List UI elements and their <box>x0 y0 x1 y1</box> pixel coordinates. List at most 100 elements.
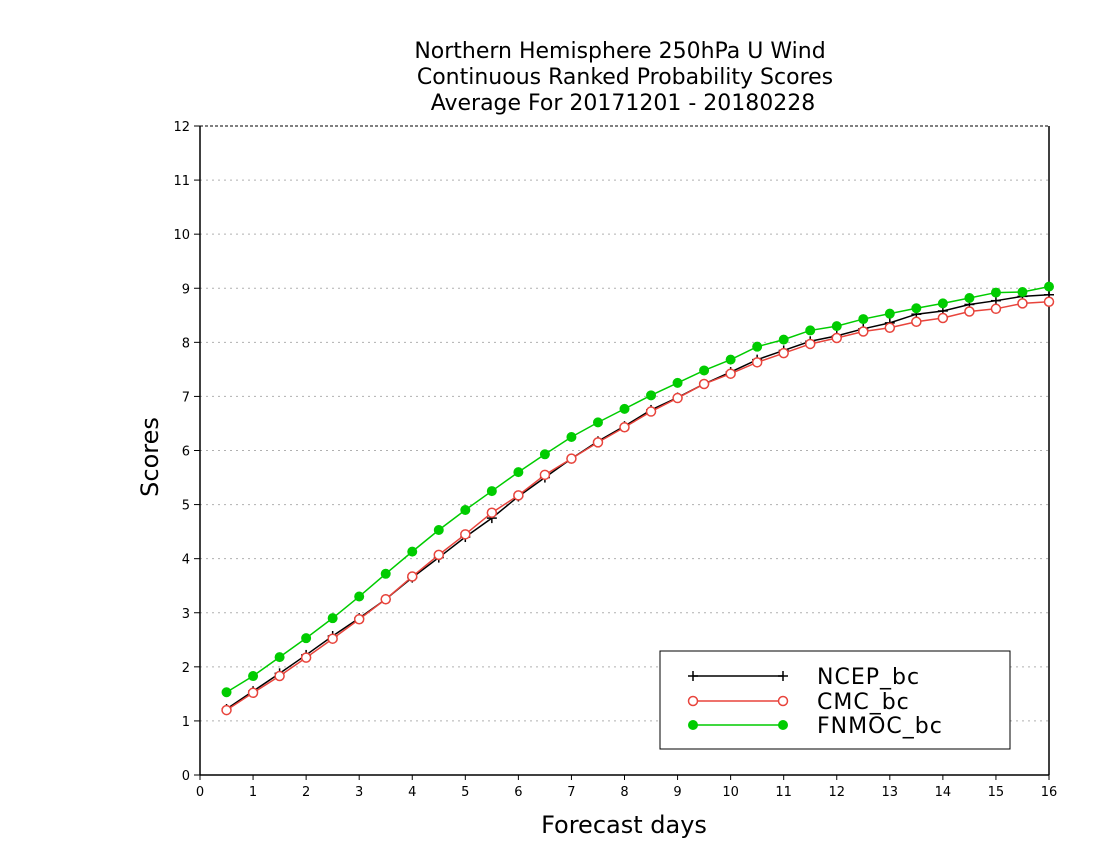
data-point <box>646 390 657 401</box>
data-point <box>513 490 524 501</box>
series-line <box>226 301 1050 711</box>
data-point <box>566 453 577 464</box>
data-point <box>407 546 418 557</box>
data-point <box>725 354 736 365</box>
x-tick-label: 9 <box>673 785 681 800</box>
data-point <box>858 326 869 337</box>
data-point <box>486 507 498 518</box>
chart-title-line-2: Continuous Ranked Probability Scores <box>417 65 833 90</box>
data-point <box>460 529 471 540</box>
legend-marker <box>778 671 788 681</box>
x-tick-label: 3 <box>355 785 363 800</box>
data-point <box>672 377 683 388</box>
y-tick-label: 0 <box>182 769 190 784</box>
x-tick-label: 0 <box>196 785 204 800</box>
x-axis-label: Forecast days <box>541 811 707 839</box>
data-point <box>884 322 896 333</box>
data-point <box>964 292 975 303</box>
legend-label: NCEP_bc <box>817 665 920 690</box>
data-point <box>804 338 816 350</box>
legend-marker <box>687 695 699 707</box>
data-point <box>407 571 418 582</box>
x-tick-label: 10 <box>722 785 739 800</box>
data-point <box>274 652 285 663</box>
x-tick-label: 2 <box>302 785 310 800</box>
data-point <box>831 332 842 344</box>
data-point <box>645 406 657 417</box>
data-point <box>539 469 551 481</box>
data-point <box>460 504 471 515</box>
data-point <box>725 368 736 379</box>
y-tick-label: 5 <box>182 499 190 514</box>
data-point <box>937 298 948 309</box>
data-point <box>805 325 816 336</box>
data-point <box>1017 298 1028 309</box>
y-tick-label: 6 <box>182 445 190 460</box>
x-tick-label: 12 <box>828 785 845 800</box>
series-line <box>226 293 1050 710</box>
data-point <box>911 316 922 328</box>
legend-marker <box>688 671 698 681</box>
y-tick-label: 1 <box>182 715 190 730</box>
data-point <box>592 437 604 448</box>
data-point <box>327 633 338 644</box>
data-point <box>247 687 259 699</box>
data-point <box>433 525 444 536</box>
legend-marker <box>688 720 698 730</box>
y-axis-label: Scores <box>136 417 164 497</box>
legend-item: FNMOC_bc <box>688 714 943 739</box>
legend-marker <box>778 720 788 730</box>
series-CMC_bc <box>221 296 1055 716</box>
chart-title-line-3: Average For 20171201 - 20180228 <box>431 91 816 116</box>
data-point <box>566 431 577 442</box>
data-point <box>539 449 550 460</box>
data-point <box>300 652 312 663</box>
series-NCEP_bc <box>221 289 1054 715</box>
x-tick-label: 5 <box>461 785 469 800</box>
legend-marker <box>777 695 789 707</box>
data-point <box>858 314 869 325</box>
data-point <box>699 365 710 376</box>
chart-title-line-1: Northern Hemisphere 250hPa U Wind <box>414 39 825 64</box>
data-point <box>248 671 259 682</box>
data-point <box>327 613 338 624</box>
data-point <box>937 312 949 324</box>
data-point <box>380 568 391 579</box>
legend-label: CMC_bc <box>817 690 910 715</box>
data-point <box>1044 281 1054 292</box>
legend-label: FNMOC_bc <box>817 714 943 739</box>
data-point <box>1017 287 1028 298</box>
data-point <box>778 334 789 345</box>
x-tick-label: 13 <box>882 785 899 800</box>
data-point <box>698 378 710 390</box>
y-tick-label: 11 <box>173 174 190 189</box>
data-point <box>380 593 391 605</box>
data-point <box>1043 296 1055 308</box>
y-tick-label: 4 <box>182 553 190 568</box>
data-point <box>221 704 232 716</box>
data-point <box>752 341 763 352</box>
x-tick-label: 1 <box>249 785 257 800</box>
data-point <box>486 486 497 497</box>
y-tick-label: 10 <box>173 228 190 243</box>
data-point <box>751 357 763 368</box>
data-point <box>778 347 789 359</box>
series-line <box>226 285 1050 693</box>
legend-item: NCEP_bc <box>688 665 920 690</box>
data-point <box>884 308 895 319</box>
y-tick-label: 3 <box>182 607 190 622</box>
data-point <box>911 303 922 314</box>
data-point <box>301 633 312 644</box>
data-point <box>354 591 365 602</box>
data-point <box>353 613 365 625</box>
data-point <box>433 549 445 561</box>
data-point <box>221 687 232 698</box>
y-tick-label: 2 <box>182 661 190 676</box>
y-tick-label: 8 <box>182 336 190 351</box>
data-point <box>592 417 603 428</box>
data-point <box>831 321 842 332</box>
legend-item: CMC_bc <box>687 690 910 715</box>
